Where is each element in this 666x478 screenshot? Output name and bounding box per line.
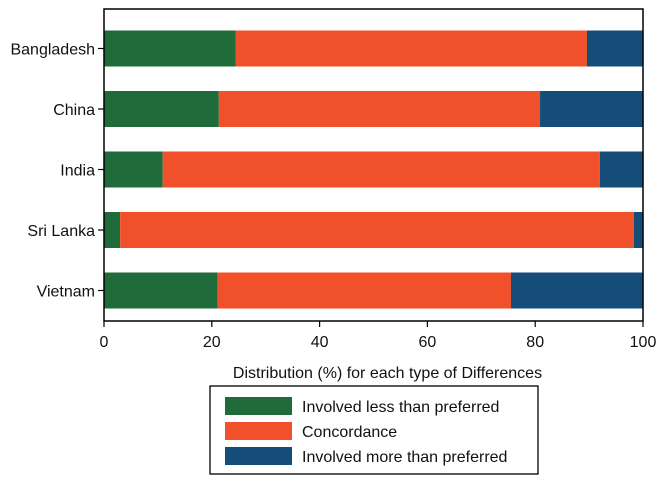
y-tick-label: India (60, 163, 95, 180)
x-tick-label: 40 (311, 334, 329, 351)
y-axis: Bangladesh China India Sri Lanka Vietnam (10, 42, 104, 301)
legend-swatch (225, 447, 292, 465)
bar-india-series-2 (162, 151, 600, 188)
bar-vietnam-series-2 (217, 272, 511, 309)
y-tick-label: China (53, 102, 95, 119)
x-tick-label: 20 (203, 334, 221, 351)
y-tick-label: Vietnam (37, 284, 95, 301)
bar-china-series-3 (540, 91, 643, 127)
bar-bangladesh-series-3 (586, 30, 643, 67)
x-tick-label: 60 (419, 334, 437, 351)
bar-india-series-3 (599, 151, 643, 188)
legend-label: Involved more than preferred (302, 449, 507, 466)
bar-bangladesh-series-1 (104, 30, 236, 67)
plot-area-frame (103, 8, 644, 322)
bars-layer (104, 30, 643, 309)
legend-label: Involved less than preferred (302, 399, 499, 416)
x-tick-label: 0 (100, 334, 109, 351)
bar-sri-lanka-series-2 (120, 212, 634, 248)
x-tick-label: 80 (526, 334, 544, 351)
bar-china-series-1 (104, 91, 219, 127)
bar-bangladesh-series-2 (235, 30, 587, 67)
bar-india-series-1 (104, 151, 163, 188)
legend-label: Concordance (302, 424, 397, 441)
legend: Involved less than preferred Concordance I… (209, 385, 539, 475)
bar-sri-lanka-series-1 (104, 212, 121, 248)
x-tick-label: 100 (630, 334, 657, 351)
y-tick-label: Bangladesh (10, 42, 95, 59)
bar-china-series-2 (218, 91, 541, 127)
bar-vietnam-series-1 (104, 272, 218, 309)
legend-swatch (225, 422, 292, 440)
bar-sri-lanka-series-3 (633, 212, 643, 248)
y-tick-label: Sri Lanka (27, 223, 95, 240)
x-axis-title: Distribution (%) for each type of Differ… (233, 365, 542, 382)
x-axis: 0 20 40 60 80 100 (100, 321, 657, 351)
legend-swatch (225, 397, 292, 415)
bar-vietnam-series-3 (510, 272, 643, 309)
